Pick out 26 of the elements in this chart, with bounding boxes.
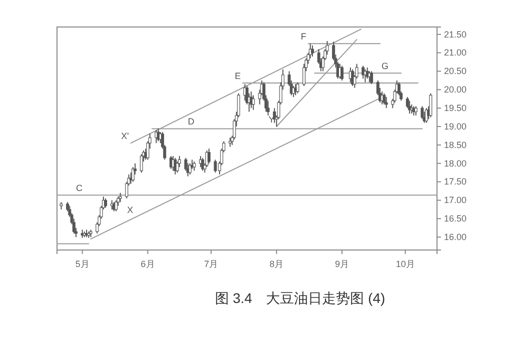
annotation: X' <box>121 131 130 142</box>
y-tick-label: 19.50 <box>444 102 467 113</box>
annotation: C <box>76 183 83 194</box>
annotation: X <box>127 205 134 216</box>
y-tick-label: 18.00 <box>444 158 467 168</box>
x-tick-label: 8月 <box>270 258 284 269</box>
annotation: E <box>234 71 241 82</box>
y-tick-label: 16.00 <box>444 232 467 242</box>
y-tick-label: 21.00 <box>444 48 467 58</box>
y-tick-label: 20.00 <box>444 84 467 95</box>
annotation: D <box>188 116 195 127</box>
y-tick-label: 17.00 <box>444 195 467 206</box>
x-tick-label: 9月 <box>334 258 350 269</box>
text: 图 3.4 大豆油日走势图 (4) <box>214 290 386 306</box>
x-tick-label: 6月 <box>140 258 155 269</box>
y-tick-label: 19.00 <box>444 121 467 132</box>
x-tick-label: 10月 <box>396 258 415 269</box>
y-tick-label: 17.50 <box>444 176 467 187</box>
y-tick-label: 21.50 <box>444 29 467 40</box>
annotation: G <box>382 61 389 72</box>
annotation: F <box>300 32 307 42</box>
y-tick-label: 18.50 <box>444 140 467 150</box>
y-tick-label: 16.50 <box>444 214 467 224</box>
x-tick-label: 5月 <box>75 258 90 269</box>
y-tick-label: 20.50 <box>444 66 467 76</box>
x-tick-label: 7月 <box>204 258 218 269</box>
